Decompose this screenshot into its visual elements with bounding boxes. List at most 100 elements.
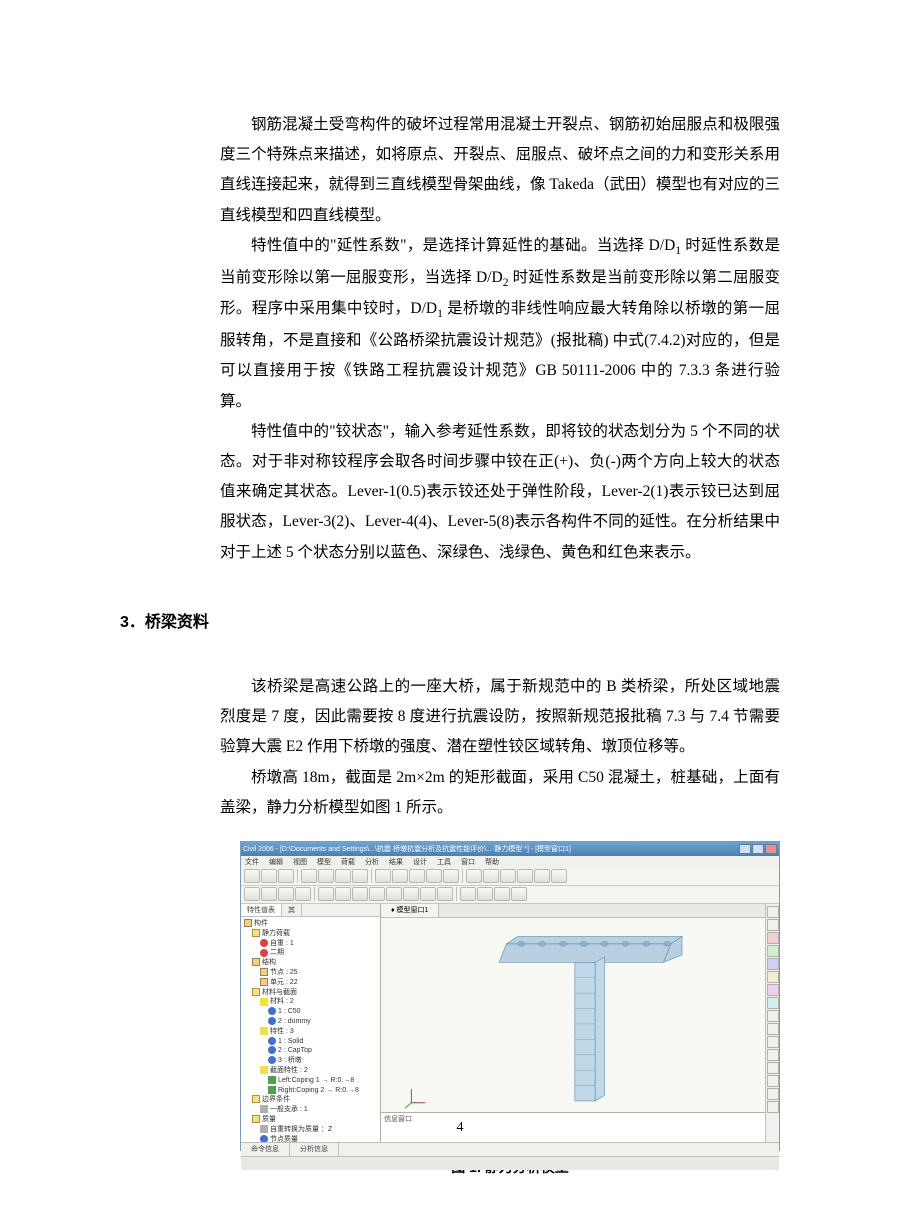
view-tab[interactable]: ♦ 模型窗口1 [381, 904, 439, 917]
palette-button[interactable] [767, 1010, 779, 1022]
menu-item[interactable]: 设计 [413, 857, 427, 867]
tool-button[interactable] [511, 887, 527, 901]
palette-button[interactable] [767, 1075, 779, 1087]
window-titlebar[interactable]: Civil 2006 - [D:\Documents and Settings\… [241, 842, 779, 856]
palette-button[interactable] [767, 1101, 779, 1113]
palette-button[interactable] [767, 997, 779, 1009]
tree-node[interactable]: 二期 [244, 948, 377, 958]
tool-button[interactable] [500, 869, 516, 883]
menu-item[interactable]: 荷载 [341, 857, 355, 867]
bottom-tab-anal[interactable]: 分析信息 [290, 1143, 339, 1156]
tree-icon [260, 949, 268, 957]
maximize-icon[interactable] [752, 844, 764, 854]
tool-button[interactable] [375, 869, 391, 883]
minimize-icon[interactable] [739, 844, 751, 854]
tool-button[interactable] [301, 869, 317, 883]
tree-node[interactable]: 静力荷载 [244, 929, 377, 939]
palette-button[interactable] [767, 1049, 779, 1061]
tool-button[interactable] [335, 869, 351, 883]
palette-button[interactable] [767, 1062, 779, 1074]
tree-node[interactable]: 特性 : 3 [244, 1027, 377, 1037]
palette-button[interactable] [767, 971, 779, 983]
tool-button[interactable] [409, 869, 425, 883]
palette-button[interactable] [767, 1088, 779, 1100]
tool-button[interactable] [426, 869, 442, 883]
tool-button[interactable] [335, 887, 351, 901]
tool-button[interactable] [386, 887, 402, 901]
palette-button[interactable] [767, 958, 779, 970]
tool-button[interactable] [318, 887, 334, 901]
tree-icon [260, 998, 268, 1006]
palette-button[interactable] [767, 919, 779, 931]
tool-button[interactable] [352, 869, 368, 883]
tree-node[interactable]: 1 : Solid [244, 1037, 377, 1047]
tool-button[interactable] [420, 887, 436, 901]
tree-node[interactable]: 一般支承 : 1 [244, 1105, 377, 1115]
tree-label: 边界条件 [262, 1096, 290, 1103]
tool-button[interactable] [437, 887, 453, 901]
palette-button[interactable] [767, 932, 779, 944]
menu-item[interactable]: 工具 [437, 857, 451, 867]
panel-tab-2[interactable]: 其 [282, 904, 302, 916]
tool-button[interactable] [534, 869, 550, 883]
tool-button[interactable] [244, 887, 260, 901]
tree-node[interactable]: 1 : C50 [244, 1007, 377, 1017]
tool-button[interactable] [517, 869, 533, 883]
palette-button[interactable] [767, 906, 779, 918]
menu-item[interactable]: 视图 [293, 857, 307, 867]
palette-button[interactable] [767, 984, 779, 996]
menubar[interactable]: 文件编辑视图模型荷载分析结果设计工具窗口帮助 [241, 856, 779, 868]
tool-button[interactable] [352, 887, 368, 901]
panel-tab-1[interactable]: 特性值表 [241, 904, 282, 916]
tree-view[interactable]: 构件静力荷载自重 : 1二期结构节点 : 25单元 : 22材料与截面材料 : … [241, 917, 380, 1142]
tool-button[interactable] [443, 869, 459, 883]
palette-button[interactable] [767, 945, 779, 957]
menu-item[interactable]: 分析 [365, 857, 379, 867]
tool-button[interactable] [494, 887, 510, 901]
tool-button[interactable] [261, 887, 277, 901]
tool-button[interactable] [278, 887, 294, 901]
menu-item[interactable]: 模型 [317, 857, 331, 867]
tree-node[interactable]: 材料 : 2 [244, 997, 377, 1007]
tool-button[interactable] [551, 869, 567, 883]
menu-item[interactable]: 结果 [389, 857, 403, 867]
tool-button[interactable] [318, 869, 334, 883]
tree-node[interactable]: 截面特性 : 2 [244, 1066, 377, 1076]
tree-icon [260, 968, 268, 976]
tool-button[interactable] [466, 869, 482, 883]
palette-button[interactable] [767, 1036, 779, 1048]
tree-node[interactable]: 3 : 桥墩 [244, 1056, 377, 1066]
close-icon[interactable] [765, 844, 777, 854]
palette-button[interactable] [767, 1023, 779, 1035]
tree-node[interactable]: 2 : CapTop [244, 1046, 377, 1056]
menu-item[interactable]: 编辑 [269, 857, 283, 867]
tree-node[interactable]: Right:Coping 2 → R:0.→8 [244, 1086, 377, 1096]
tree-node[interactable]: 单元 : 22 [244, 978, 377, 988]
tool-button[interactable] [278, 869, 294, 883]
tool-button[interactable] [403, 887, 419, 901]
tool-button[interactable] [261, 869, 277, 883]
tree-node[interactable]: 结构 [244, 958, 377, 968]
tree-node[interactable]: 边界条件 [244, 1095, 377, 1105]
tree-label: 一般支承 : 1 [270, 1106, 308, 1113]
tool-button[interactable] [483, 869, 499, 883]
tool-button[interactable] [244, 869, 260, 883]
bottom-tab-cmd[interactable]: 命令信息 [241, 1143, 290, 1156]
tree-node[interactable]: 节点 : 25 [244, 968, 377, 978]
tool-button[interactable] [295, 887, 311, 901]
menu-item[interactable]: 文件 [245, 857, 259, 867]
tool-button[interactable] [369, 887, 385, 901]
tree-node[interactable]: 构件 [244, 919, 377, 929]
tool-button[interactable] [477, 887, 493, 901]
tree-node[interactable]: 材料与截面 [244, 988, 377, 998]
tree-node[interactable]: 2 : dummy [244, 1017, 377, 1027]
tree-icon [268, 1076, 276, 1084]
menu-item[interactable]: 帮助 [485, 857, 499, 867]
menu-item[interactable]: 窗口 [461, 857, 475, 867]
tree-label: 自重 : 1 [270, 940, 294, 947]
tool-button[interactable] [392, 869, 408, 883]
tree-node[interactable]: 自重 : 1 [244, 939, 377, 949]
tree-node[interactable]: Left:Coping 1 → R:0.→8 [244, 1076, 377, 1086]
tool-button[interactable] [460, 887, 476, 901]
model-canvas[interactable] [381, 918, 765, 1112]
